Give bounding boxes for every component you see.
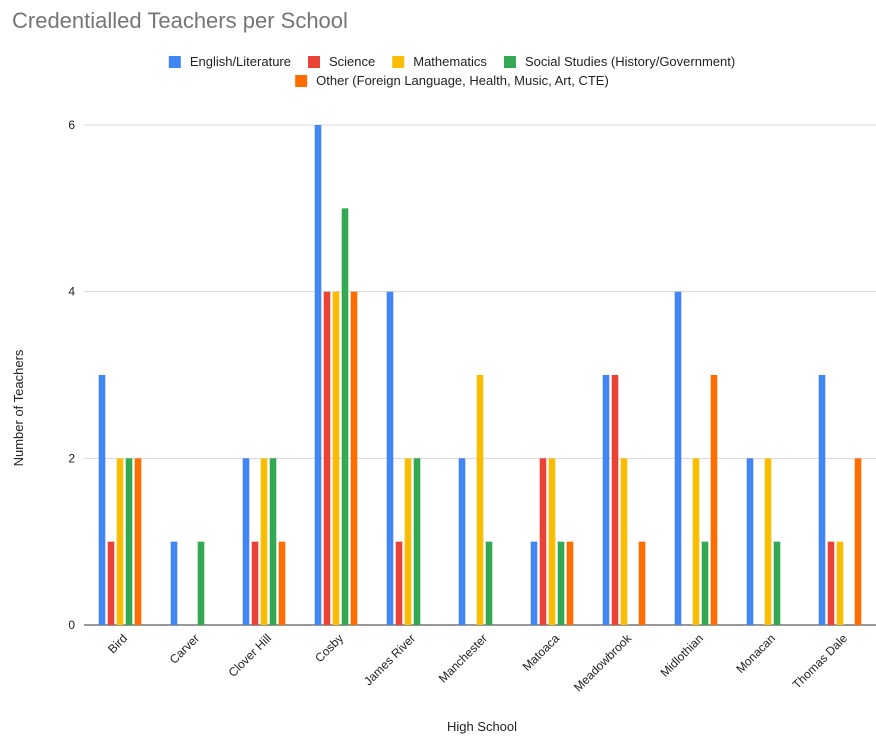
x-tick-label: Cosby — [312, 631, 346, 665]
bar — [413, 458, 421, 625]
legend: English/Literature Science Mathematics Soci… — [168, 54, 735, 88]
bar — [170, 541, 178, 625]
bar — [773, 541, 781, 625]
x-tick-label: Thomas Dale — [790, 631, 851, 692]
legend-label: Mathematics — [413, 54, 487, 69]
bar — [404, 458, 412, 625]
bar — [701, 541, 709, 625]
bar — [530, 541, 538, 625]
legend-swatch — [503, 56, 516, 68]
bar — [341, 208, 349, 626]
bar — [269, 458, 277, 625]
x-tick-label: Manchester — [436, 631, 490, 685]
bar — [566, 541, 574, 625]
x-axis-ticks: Bird Carver Clover Hill Cosby James River Man… — [105, 631, 850, 695]
bar — [107, 541, 115, 625]
bar — [395, 541, 403, 625]
legend-swatch — [307, 56, 320, 68]
bar — [98, 375, 106, 625]
x-tick-label: Matoaca — [520, 631, 563, 674]
legend-label: Social Studies (History/Government) — [525, 54, 735, 69]
bar — [692, 458, 700, 625]
bar — [818, 375, 826, 625]
bar — [827, 541, 835, 625]
bar — [746, 458, 754, 625]
x-tick-label: Bird — [105, 631, 130, 656]
bar — [350, 291, 358, 625]
bar — [674, 291, 682, 625]
bar — [242, 458, 250, 625]
y-tick-label: 0 — [68, 618, 75, 632]
bar — [854, 458, 862, 625]
y-tick-label: 2 — [68, 451, 75, 465]
y-axis-label: Number of Teachers — [11, 349, 26, 466]
bar — [458, 458, 466, 625]
legend-item: Mathematics — [392, 54, 487, 69]
y-tick-label: 4 — [68, 285, 75, 299]
x-tick-label: Clover Hill — [226, 631, 275, 680]
bar — [134, 458, 142, 625]
bar — [836, 541, 844, 625]
bar — [611, 375, 619, 625]
bar — [539, 458, 547, 625]
legend-label: English/Literature — [190, 54, 291, 69]
x-tick-label: James River — [361, 631, 418, 688]
legend-item: English/Literature — [168, 54, 291, 69]
bar — [485, 541, 493, 625]
legend-label: Other (Foreign Language, Health, Music, … — [316, 73, 609, 88]
bar — [557, 541, 565, 625]
bar — [251, 541, 259, 625]
legend-item: Other (Foreign Language, Health, Music, … — [295, 73, 609, 88]
bar — [386, 291, 394, 625]
bar — [323, 291, 331, 625]
bar — [332, 291, 340, 625]
bar — [620, 458, 628, 625]
x-tick-label: Monacan — [733, 631, 778, 676]
bar — [764, 458, 772, 625]
legend-swatch — [392, 56, 405, 68]
x-axis-label: High School — [447, 719, 517, 734]
bar — [197, 541, 205, 625]
bar — [638, 541, 646, 625]
bars — [98, 125, 862, 626]
bar — [314, 125, 322, 625]
bar — [278, 541, 286, 625]
y-tick-label: 6 — [68, 118, 75, 132]
bar — [710, 375, 718, 625]
legend-swatch — [168, 56, 181, 68]
bar — [476, 375, 484, 625]
legend-label: Science — [329, 54, 375, 69]
x-tick-label: Meadowbrook — [571, 631, 635, 695]
bar — [602, 375, 610, 625]
bar — [125, 458, 133, 625]
bar — [548, 458, 556, 625]
legend-swatch — [295, 75, 308, 87]
y-axis-ticks: 0 2 4 6 — [68, 118, 75, 632]
bar — [116, 458, 124, 625]
legend-item: Social Studies (History/Government) — [503, 54, 735, 69]
x-tick-label: Carver — [167, 631, 202, 666]
chart-title: Credentialled Teachers per School — [12, 8, 348, 33]
legend-item: Science — [307, 54, 375, 69]
bar — [260, 458, 268, 625]
x-tick-label: Midlothian — [658, 631, 707, 680]
